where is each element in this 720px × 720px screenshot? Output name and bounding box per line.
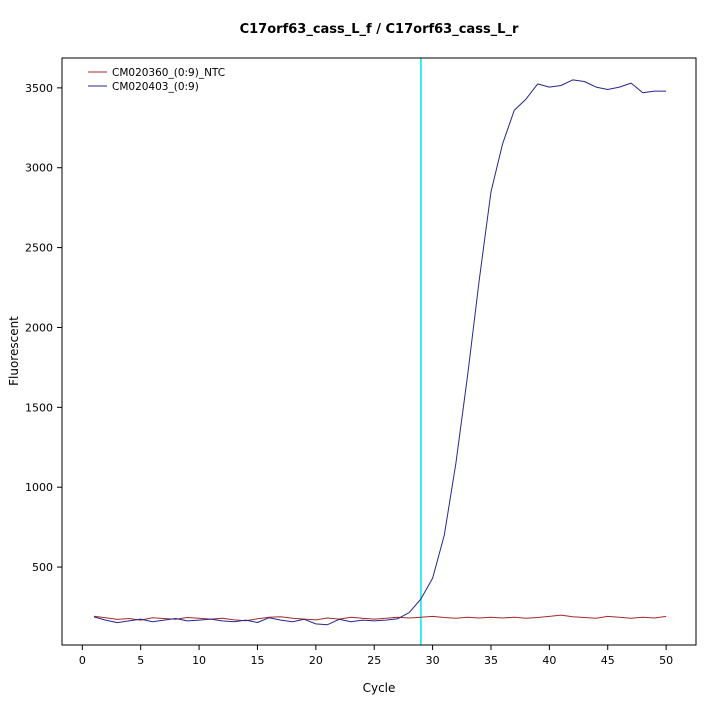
x-tick-label: 10 (192, 654, 206, 667)
series-line-1 (93, 79, 667, 626)
x-tick-label: 45 (601, 654, 615, 667)
x-tick-label: 25 (367, 654, 381, 667)
x-tick-label: 20 (309, 654, 323, 667)
x-tick-label: 30 (426, 654, 440, 667)
x-tick-label: 15 (250, 654, 264, 667)
y-axis-label: Fluorescent (7, 316, 21, 386)
x-tick-label: 40 (542, 654, 556, 667)
x-tick-label: 35 (484, 654, 498, 667)
plot-border (61, 57, 697, 646)
x-tick-label: 5 (137, 654, 144, 667)
legend-label-ntc: CM020360_(0:9)_NTC (112, 67, 225, 79)
y-tick-label: 3000 (25, 162, 53, 175)
data-series (93, 79, 667, 626)
y-tick-label: 500 (32, 561, 53, 574)
y-tick-label: 1000 (25, 481, 53, 494)
y-tick-label: 2000 (25, 321, 53, 334)
legend: CM020360_(0:9)_NTC CM020403_(0:9) (88, 67, 225, 93)
legend-label-sample: CM020403_(0:9) (112, 81, 199, 93)
y-tick-label: 1500 (25, 401, 53, 414)
axis-ticks: 0 5 10 15 20 25 30 35 40 45 50 500 1000 1500 2000 2500 3… (25, 82, 673, 667)
x-tick-label: 50 (659, 654, 673, 667)
y-tick-label: 2500 (25, 242, 53, 255)
x-axis-label: Cycle (363, 681, 396, 695)
chart-title: C17orf63_cass_L_f / C17orf63_cass_L_r (240, 22, 519, 37)
x-tick-label: 0 (79, 654, 86, 667)
y-tick-label: 3500 (25, 82, 53, 95)
series-line-0 (93, 614, 667, 622)
